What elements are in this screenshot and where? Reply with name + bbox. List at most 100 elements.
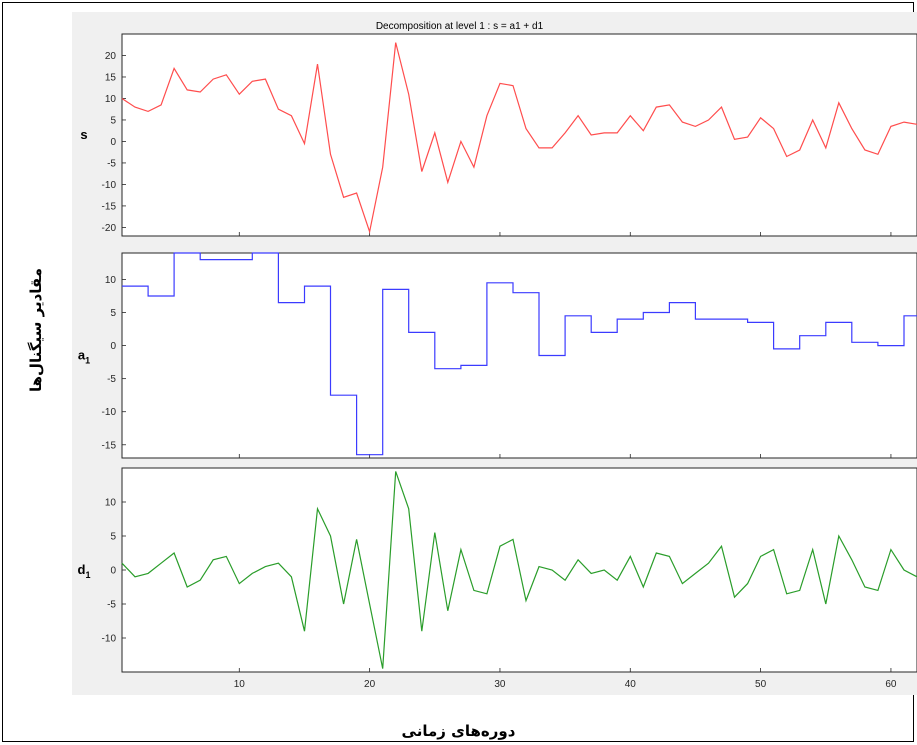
data-point-s [734, 138, 736, 140]
data-point-s [656, 106, 658, 108]
y-tick-label: -5 [107, 600, 116, 611]
data-point-a [721, 318, 723, 320]
data-point-s [799, 149, 801, 151]
data-point-d [147, 573, 149, 575]
data-point-s [695, 126, 697, 128]
x-tick-label: 50 [755, 679, 767, 690]
data-point-d [656, 552, 658, 554]
data-point-d [252, 573, 254, 575]
data-point-s [721, 106, 723, 108]
data-point-s [551, 147, 553, 149]
y-tick-label: 10 [105, 498, 117, 509]
data-point-d [708, 562, 710, 564]
data-point-d [499, 545, 501, 547]
y-tick-label: 15 [105, 72, 117, 83]
data-point-a [356, 454, 358, 456]
data-point-d [265, 566, 267, 568]
x-tick-label: 20 [364, 679, 376, 690]
data-point-s [291, 115, 293, 117]
data-point-a [278, 302, 280, 304]
data-point-d [643, 586, 645, 588]
y-tick-label: -10 [102, 634, 117, 645]
plot-title: Decomposition at level 1 : s = a1 + d1 [376, 21, 544, 32]
x-tick-label: 60 [885, 679, 897, 690]
data-point-a [643, 312, 645, 314]
data-point-a [173, 252, 175, 254]
data-point-s [173, 68, 175, 70]
data-point-s [525, 128, 527, 130]
data-point-a [225, 259, 227, 261]
data-point-s [851, 128, 853, 130]
data-point-s [304, 143, 306, 145]
data-point-d [786, 593, 788, 595]
data-point-d [864, 586, 866, 588]
data-point-a [252, 252, 254, 254]
data-point-d [486, 593, 488, 595]
data-point-s [773, 128, 775, 130]
data-point-s [356, 192, 358, 194]
data-point-d [134, 576, 136, 578]
data-point-s [343, 197, 345, 199]
data-point-d [877, 590, 879, 592]
signal-label-d: d1 [78, 562, 91, 580]
data-point-s [825, 147, 827, 149]
data-point-s [747, 136, 749, 138]
data-point-a [773, 348, 775, 350]
data-point-d [173, 552, 175, 554]
data-point-d [616, 579, 618, 581]
data-point-a [382, 289, 384, 291]
data-point-s [369, 231, 371, 233]
data-point-d [382, 668, 384, 670]
y-tick-label: 5 [110, 308, 116, 319]
data-point-s [564, 132, 566, 134]
data-point-a [330, 394, 332, 396]
data-point-a [590, 332, 592, 334]
data-point-s [877, 154, 879, 156]
data-point-d [421, 630, 423, 632]
data-point-d [903, 569, 905, 571]
y-tick-label: 10 [105, 94, 117, 105]
data-point-d [304, 630, 306, 632]
data-point-d [434, 532, 436, 534]
x-tick-label: 30 [494, 679, 506, 690]
data-point-a [903, 315, 905, 317]
data-point-s [434, 132, 436, 134]
data-point-s [903, 121, 905, 123]
data-point-s [577, 115, 579, 117]
data-point-s [212, 78, 214, 80]
data-point-s [760, 117, 762, 119]
data-point-d [760, 556, 762, 558]
data-point-d [460, 549, 462, 551]
data-point-d [603, 569, 605, 571]
data-point-a [747, 322, 749, 324]
data-point-s [643, 130, 645, 132]
data-point-a [147, 295, 149, 297]
data-point-d [212, 559, 214, 561]
data-point-s [278, 108, 280, 110]
data-point-a [121, 285, 123, 287]
data-point-a [616, 318, 618, 320]
data-point-d [825, 603, 827, 605]
data-point-s [590, 134, 592, 136]
data-point-d [577, 559, 579, 561]
y-tick-label: -5 [107, 374, 116, 385]
data-point-d [395, 471, 397, 473]
data-point-d [747, 583, 749, 585]
data-point-d [525, 600, 527, 602]
y-axis-label-text: مقادیر سیگنال‌ها [27, 268, 45, 392]
signal-label-a: a1 [78, 348, 90, 366]
y-tick-label: -10 [102, 407, 117, 418]
data-point-s [252, 80, 254, 82]
x-tick-label: 10 [234, 679, 246, 690]
data-point-s [616, 132, 618, 134]
data-point-s [447, 181, 449, 183]
data-point-s [603, 132, 605, 134]
x-axis-label: دوره‌های زمانی [401, 722, 516, 740]
data-point-s [382, 166, 384, 168]
data-point-d [682, 583, 684, 585]
data-point-s [499, 83, 501, 85]
data-point-d [238, 583, 240, 585]
data-point-s [538, 147, 540, 149]
data-point-d [473, 590, 475, 592]
